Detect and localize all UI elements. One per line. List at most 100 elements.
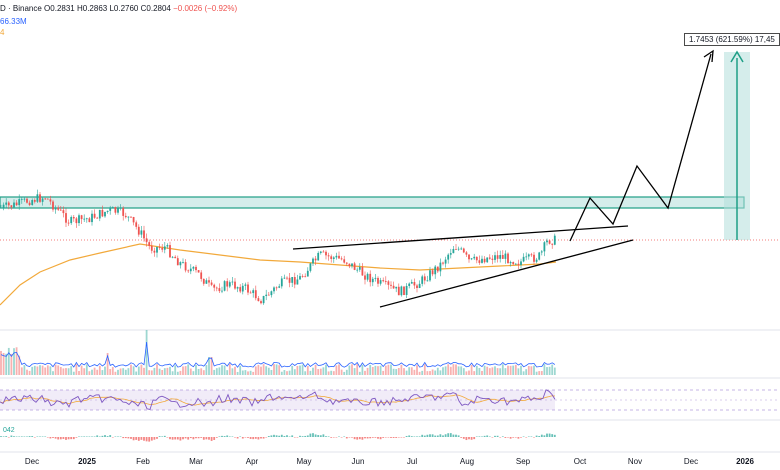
volume-bar [93,367,96,375]
candle-body [548,240,551,244]
candle-body [280,278,283,287]
candle [468,254,470,263]
symbol-label: D · Binance [0,4,42,13]
macd-bar [18,436,21,437]
candle-body [80,215,83,220]
candle [478,255,481,265]
ma-legend: 4 [0,28,5,37]
volume-bar [174,365,177,375]
macd-bar [122,437,125,439]
macd-bar [286,435,288,437]
candle-body [369,273,372,283]
volume-bar [483,365,486,375]
candle [143,225,145,242]
candle [114,206,117,215]
volume-bar [163,368,166,375]
volume-bar [486,366,489,375]
volume-bar [449,366,452,375]
candle [348,263,351,269]
volume-bar [0,350,2,375]
projection-path[interactable] [569,53,712,242]
candle-body [67,222,70,224]
candle-body [473,256,476,259]
macd-bar [244,437,247,438]
candle [304,273,307,278]
volume-bar [273,364,275,375]
candle [488,254,491,260]
macd-bar [478,436,481,437]
candle [413,278,416,289]
candle [525,252,528,261]
macd-bar [439,434,442,437]
candle-body [57,207,60,210]
macd-bar [408,435,411,437]
candle [356,267,359,273]
macd-bar [171,437,174,440]
candle [161,243,164,253]
candle-body [475,256,478,261]
candle-body [156,246,158,253]
candle-body [265,294,268,297]
macd-bar [543,435,546,437]
volume-bar [520,365,522,375]
candle [252,288,255,298]
time-tick-label: May [296,457,311,466]
volume-bar [247,371,249,375]
macd-bar [200,437,203,438]
volume-bar [101,370,104,375]
candle [182,258,184,264]
candle-body [509,262,512,264]
wedge-lower-trendline[interactable] [379,239,634,308]
candle-body [410,282,413,284]
candle-body [361,267,364,276]
wedge-upper-trendline[interactable] [292,225,629,250]
volume-bar [527,366,530,375]
candle-body [163,246,166,250]
candle-body [327,255,330,257]
volume-bar [44,367,47,375]
candle [288,272,291,288]
candle [91,210,93,226]
macd-bar [400,437,403,438]
candle [132,216,135,226]
volume-bar [538,371,541,375]
candle [7,201,10,210]
macd-bar [228,436,231,437]
candle [483,256,486,264]
macd-bar [44,436,47,437]
time-tick-label: Jul [407,457,417,466]
candle-body [236,287,239,289]
volume-bar [551,364,554,375]
candle [299,273,301,280]
macd-bar [514,437,517,438]
candle [244,282,247,290]
macd-bar [483,435,486,437]
candle-body [293,277,296,285]
candle-body [267,294,270,296]
resistance-zone[interactable] [0,196,745,209]
macd-bar [455,434,457,437]
volume-bar [117,369,119,375]
volume-bar [23,365,26,375]
target-label[interactable]: 1.7453 (621.59%) 17,45 [684,33,780,46]
open-value: 0.2831 [50,4,75,13]
volume-bar [226,370,229,375]
candle-body [286,277,288,279]
candle [371,276,374,287]
candle [403,286,405,296]
volume-bar [158,368,161,375]
candle [509,260,512,267]
candle [369,270,372,287]
candle [36,189,39,203]
volume-bar [137,366,140,375]
candle-body [449,253,452,255]
candle [410,279,413,284]
high-label: H [76,4,83,13]
volume-bar [436,367,439,375]
candle [340,256,343,261]
volume-bar [257,364,260,375]
macd-bar [218,436,221,437]
macd-bar [78,436,80,437]
candle-body [312,258,314,264]
